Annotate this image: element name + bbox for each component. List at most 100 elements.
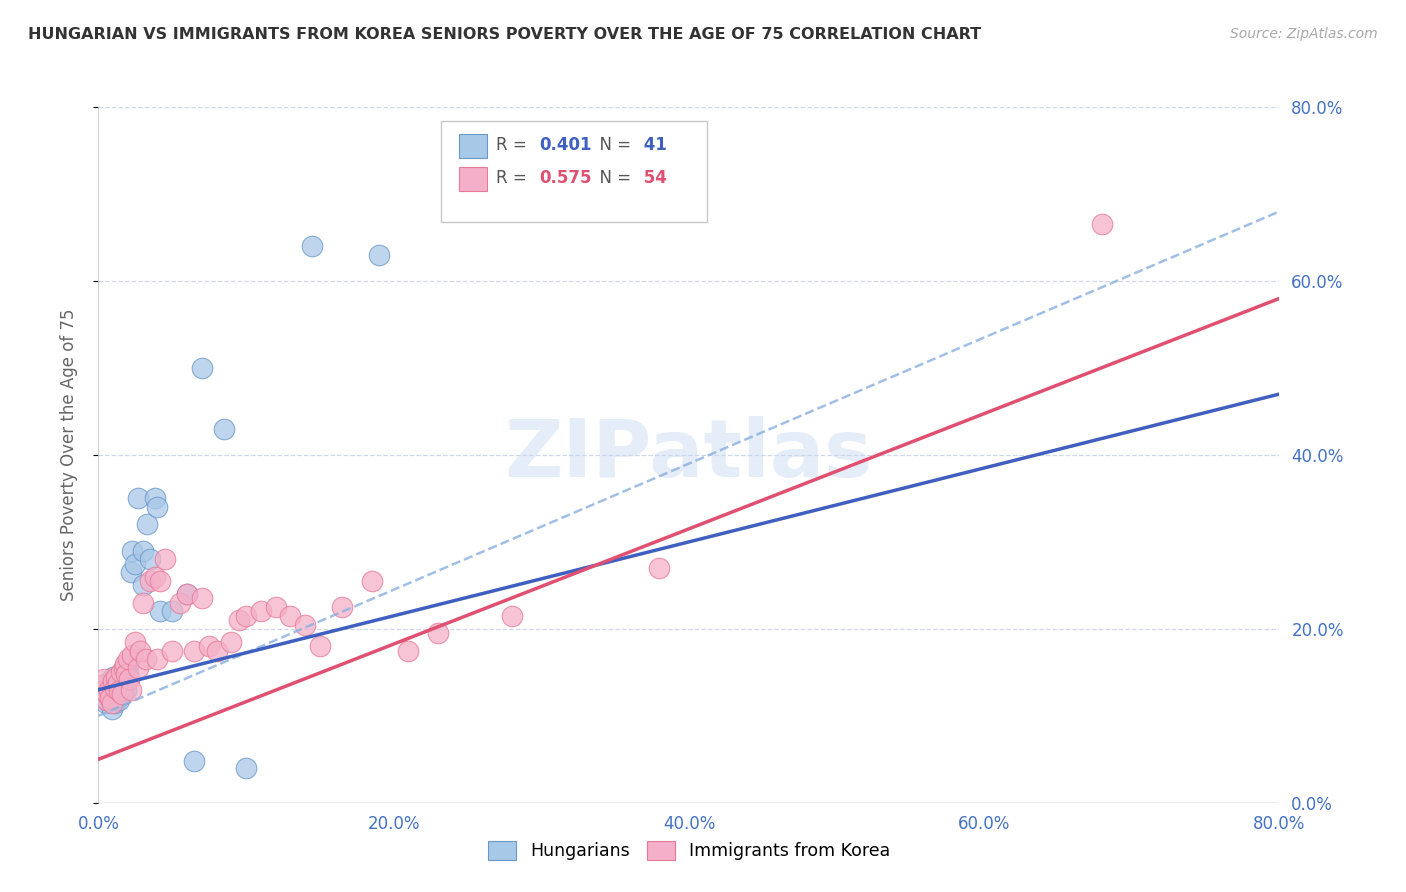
Point	[120, 566, 142, 580]
Point	[98, 674, 121, 689]
Text: 0.575: 0.575	[538, 169, 592, 187]
Text: N =: N =	[589, 136, 636, 154]
Point	[176, 587, 198, 601]
Point	[103, 670, 125, 684]
Point	[118, 673, 141, 687]
Point	[107, 691, 129, 706]
Point	[93, 673, 115, 687]
Point	[149, 605, 172, 619]
Point	[139, 552, 162, 566]
Point	[103, 674, 125, 689]
Point	[127, 491, 149, 506]
Point	[250, 605, 273, 619]
Point	[330, 600, 353, 615]
Point	[183, 754, 205, 768]
Point	[110, 670, 132, 684]
Point	[115, 682, 138, 697]
Text: ZIPatlas: ZIPatlas	[505, 416, 873, 494]
Text: R =: R =	[496, 169, 533, 187]
Point	[90, 687, 112, 701]
Point	[176, 587, 198, 601]
Point	[121, 543, 143, 558]
Point	[139, 574, 162, 588]
FancyBboxPatch shape	[458, 167, 486, 191]
Point	[108, 684, 131, 698]
Point	[191, 591, 214, 606]
Point	[162, 643, 183, 657]
Point	[91, 684, 114, 698]
FancyBboxPatch shape	[458, 134, 486, 158]
Point	[146, 500, 169, 514]
Point	[149, 574, 172, 588]
Point	[104, 696, 127, 710]
Text: 54: 54	[638, 169, 666, 187]
Point	[132, 543, 155, 558]
Point	[107, 675, 129, 690]
Point	[219, 635, 242, 649]
Point	[124, 635, 146, 649]
Point	[97, 682, 120, 697]
Point	[501, 608, 523, 623]
Point	[120, 682, 142, 697]
Point	[124, 557, 146, 571]
Point	[235, 761, 257, 775]
Point	[132, 596, 155, 610]
Point	[98, 691, 121, 706]
Point	[105, 684, 128, 698]
Point	[162, 605, 183, 619]
Point	[301, 239, 323, 253]
Point	[104, 681, 127, 695]
Text: N =: N =	[589, 169, 636, 187]
Point	[143, 491, 166, 506]
Text: R =: R =	[496, 136, 533, 154]
Point	[127, 661, 149, 675]
Point	[648, 561, 671, 575]
Point	[212, 422, 235, 436]
Point	[235, 608, 257, 623]
Point	[114, 661, 136, 675]
Point	[112, 682, 135, 697]
Point	[110, 665, 132, 680]
Point	[112, 661, 135, 675]
Point	[135, 652, 157, 666]
Point	[108, 693, 131, 707]
Point	[93, 691, 115, 706]
Point	[111, 687, 134, 701]
Point	[105, 670, 128, 684]
Point	[198, 639, 221, 653]
Point	[107, 682, 129, 697]
Point	[97, 690, 120, 704]
Point	[115, 667, 138, 681]
Point	[183, 643, 205, 657]
Point	[228, 613, 250, 627]
Point	[121, 648, 143, 662]
Point	[96, 687, 118, 701]
Point	[117, 652, 139, 666]
Point	[146, 652, 169, 666]
Point	[169, 596, 191, 610]
Point	[100, 702, 122, 716]
Point	[94, 693, 117, 707]
Text: 41: 41	[638, 136, 666, 154]
Point	[136, 517, 159, 532]
Legend: Hungarians, Immigrants from Korea: Hungarians, Immigrants from Korea	[481, 834, 897, 867]
Point	[91, 682, 114, 697]
Point	[294, 617, 316, 632]
Point	[94, 696, 117, 710]
Point	[368, 248, 391, 262]
Point	[111, 687, 134, 701]
Point	[205, 643, 228, 657]
Text: 0.401: 0.401	[538, 136, 592, 154]
Point	[396, 643, 419, 657]
Point	[90, 678, 112, 692]
Point	[153, 552, 176, 566]
Point	[278, 608, 302, 623]
Y-axis label: Seniors Poverty Over the Age of 75: Seniors Poverty Over the Age of 75	[59, 309, 77, 601]
Point	[117, 665, 139, 680]
Point	[427, 626, 450, 640]
Point	[360, 574, 382, 588]
Point	[103, 681, 125, 695]
Point	[114, 657, 136, 671]
Point	[143, 570, 166, 584]
Point	[100, 696, 122, 710]
